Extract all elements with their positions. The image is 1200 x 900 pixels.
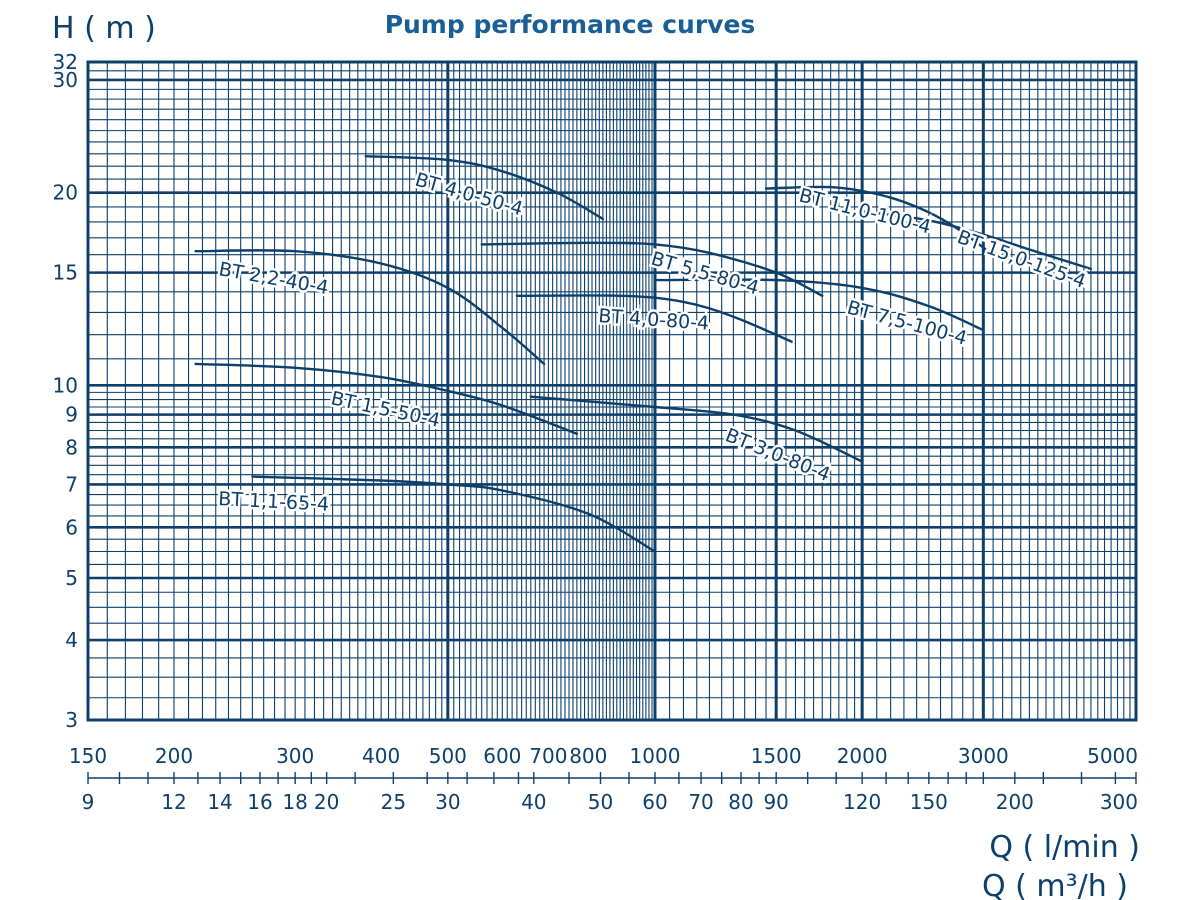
pump-curve: [529, 395, 864, 463]
x-tick-label-lmin: 3000: [958, 744, 1009, 768]
x-tick-label-m3h: 25: [381, 790, 406, 814]
x-axis-label-lmin: Q ( l/min ): [989, 830, 1140, 865]
x-tick-label-lmin: 200: [155, 744, 193, 768]
x-tick-label-lmin: 300: [276, 744, 314, 768]
y-tick-label: 32: [53, 50, 78, 74]
x-tick-label-m3h: 90: [763, 790, 788, 814]
y-tick-label: 30: [53, 68, 78, 92]
pump-curve: [515, 294, 793, 343]
grid: [86, 60, 1138, 722]
pump-curve: [653, 278, 985, 332]
chart-title: Pump performance curves: [385, 10, 756, 39]
x-tick-label-lmin: 1000: [630, 744, 681, 768]
x-tick-label-m3h: 12: [161, 790, 186, 814]
x-tick-label-m3h: 300: [1100, 790, 1138, 814]
x-tick-label-lmin: 150: [69, 744, 107, 768]
y-tick-label: 6: [65, 515, 78, 539]
curve-labels: BT 4,0-50-4BT 2,2-40-4BT 1,5-50-4BT 1,1-…: [215, 166, 1092, 518]
x-tick-label-lmin: 5000: [1087, 744, 1138, 768]
x-tick-label-lmin: 500: [429, 744, 467, 768]
plot-frame: [86, 60, 1138, 722]
y-tick-label: 20: [53, 181, 78, 205]
x-tick-label-lmin: 400: [362, 744, 400, 768]
pump-curve: [860, 210, 1093, 271]
x-tick-label-m3h: 120: [843, 790, 881, 814]
x-tick-label-lmin: 700: [529, 744, 567, 768]
pump-curve: [364, 155, 605, 221]
pump-curve: [194, 362, 579, 435]
x-tick-label-m3h: 60: [642, 790, 667, 814]
pump-curve: [194, 249, 546, 366]
y-tick-label: 4: [65, 628, 78, 652]
pump-curve: [480, 241, 824, 297]
y-tick-label: 10: [53, 373, 78, 397]
x-tick-label-lmin: 600: [483, 744, 521, 768]
x-tick-label-m3h: 16: [247, 790, 272, 814]
x-tick-label-m3h: 18: [282, 790, 307, 814]
x-tick-label-lmin: 1500: [751, 744, 802, 768]
x-tick-label-m3h: 30: [435, 790, 460, 814]
y-tick-label: 5: [65, 566, 78, 590]
y-tick-label: 9: [65, 403, 78, 427]
curve-label: BT 15,0-125-4: [954, 226, 1088, 293]
pump-curve: [251, 475, 657, 553]
y-tick-label: 15: [53, 261, 78, 285]
x-tick-label-m3h: 9: [82, 790, 95, 814]
y-tick-label: 8: [65, 435, 78, 459]
curve-label: BT 4,0-80-4: [598, 305, 710, 335]
x-axis-label-m3h: Q ( m³/h ): [982, 869, 1128, 900]
x-tick-label-m3h: 150: [910, 790, 948, 814]
x-tick-label-lmin: 2000: [837, 744, 888, 768]
x-tick-label-m3h: 80: [728, 790, 753, 814]
x-tick-label-m3h: 200: [996, 790, 1034, 814]
curves: [194, 155, 1093, 553]
x-tick-label-m3h: 70: [688, 790, 713, 814]
curve-label: BT 2,2-40-4: [217, 258, 330, 299]
x-tick-label-m3h: 40: [521, 790, 546, 814]
x-tick-label-m3h: 14: [207, 790, 232, 814]
y-tick-label: 3: [65, 708, 78, 732]
curve-label: BT 1,1-65-4: [218, 488, 330, 516]
x-tick-label-lmin: 800: [569, 744, 607, 768]
curve-label: BT 1,5-50-4: [329, 387, 442, 432]
x-tick-label-m3h: 50: [588, 790, 613, 814]
y-axis-label: H ( m ): [52, 11, 156, 46]
y-tick-label: 7: [65, 472, 78, 496]
x-tick-label-m3h: 20: [314, 790, 339, 814]
